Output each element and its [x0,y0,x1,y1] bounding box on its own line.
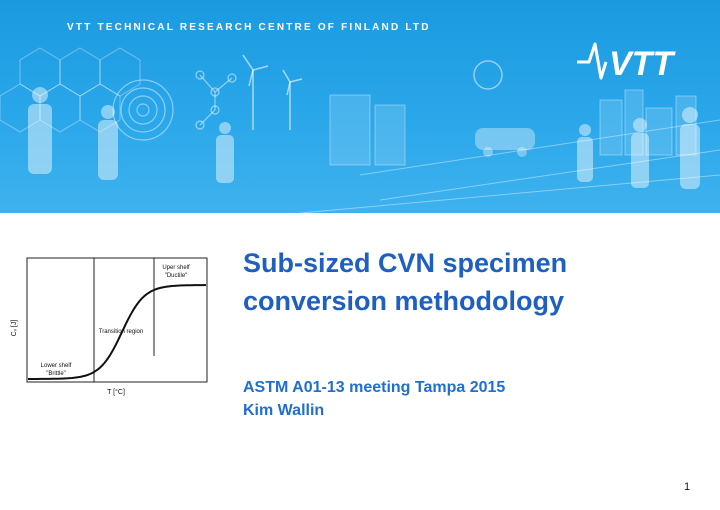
vtt-logo: VTT [575,40,685,87]
upper-shelf-label: Uper shelf [162,265,190,271]
subtitle-line-2: Kim Wallin [243,402,325,419]
upper-shelf-sublabel: "Ductile" [165,273,188,279]
banner-illustration [0,47,720,213]
slide-subtitle: ASTM A01-13 meeting Tampa 2015 Kim Walli… [243,376,505,422]
x-axis-label: T [°C] [107,388,125,396]
transition-curve-chart: Uper shelf "Ductile" Transition region L… [11,257,208,396]
lower-shelf-sublabel: "Brittle" [46,371,66,377]
page-number: 1 [684,481,691,493]
y-axis-label: Cᵥ [J] [11,320,18,337]
vtt-logo-icon: VTT [577,42,676,83]
logo-text: VTT [609,45,676,82]
slide-title: Sub-sized CVN specimen conversion method… [243,244,567,320]
chart-frame [26,257,208,383]
header-banner: VTT TECHNICAL RESEARCH CENTRE OF FINLAND… [0,0,720,213]
transition-curve [28,284,207,380]
organization-name: VTT TECHNICAL RESEARCH CENTRE OF FINLAND… [67,22,431,33]
transition-region-label: Transition region [99,329,143,335]
lower-shelf-label: Lower shelf [41,363,72,369]
title-line-2: conversion methodology [243,286,565,316]
title-line-1: Sub-sized CVN specimen [243,248,568,278]
subtitle-line-1: ASTM A01-13 meeting Tampa 2015 [243,379,506,396]
